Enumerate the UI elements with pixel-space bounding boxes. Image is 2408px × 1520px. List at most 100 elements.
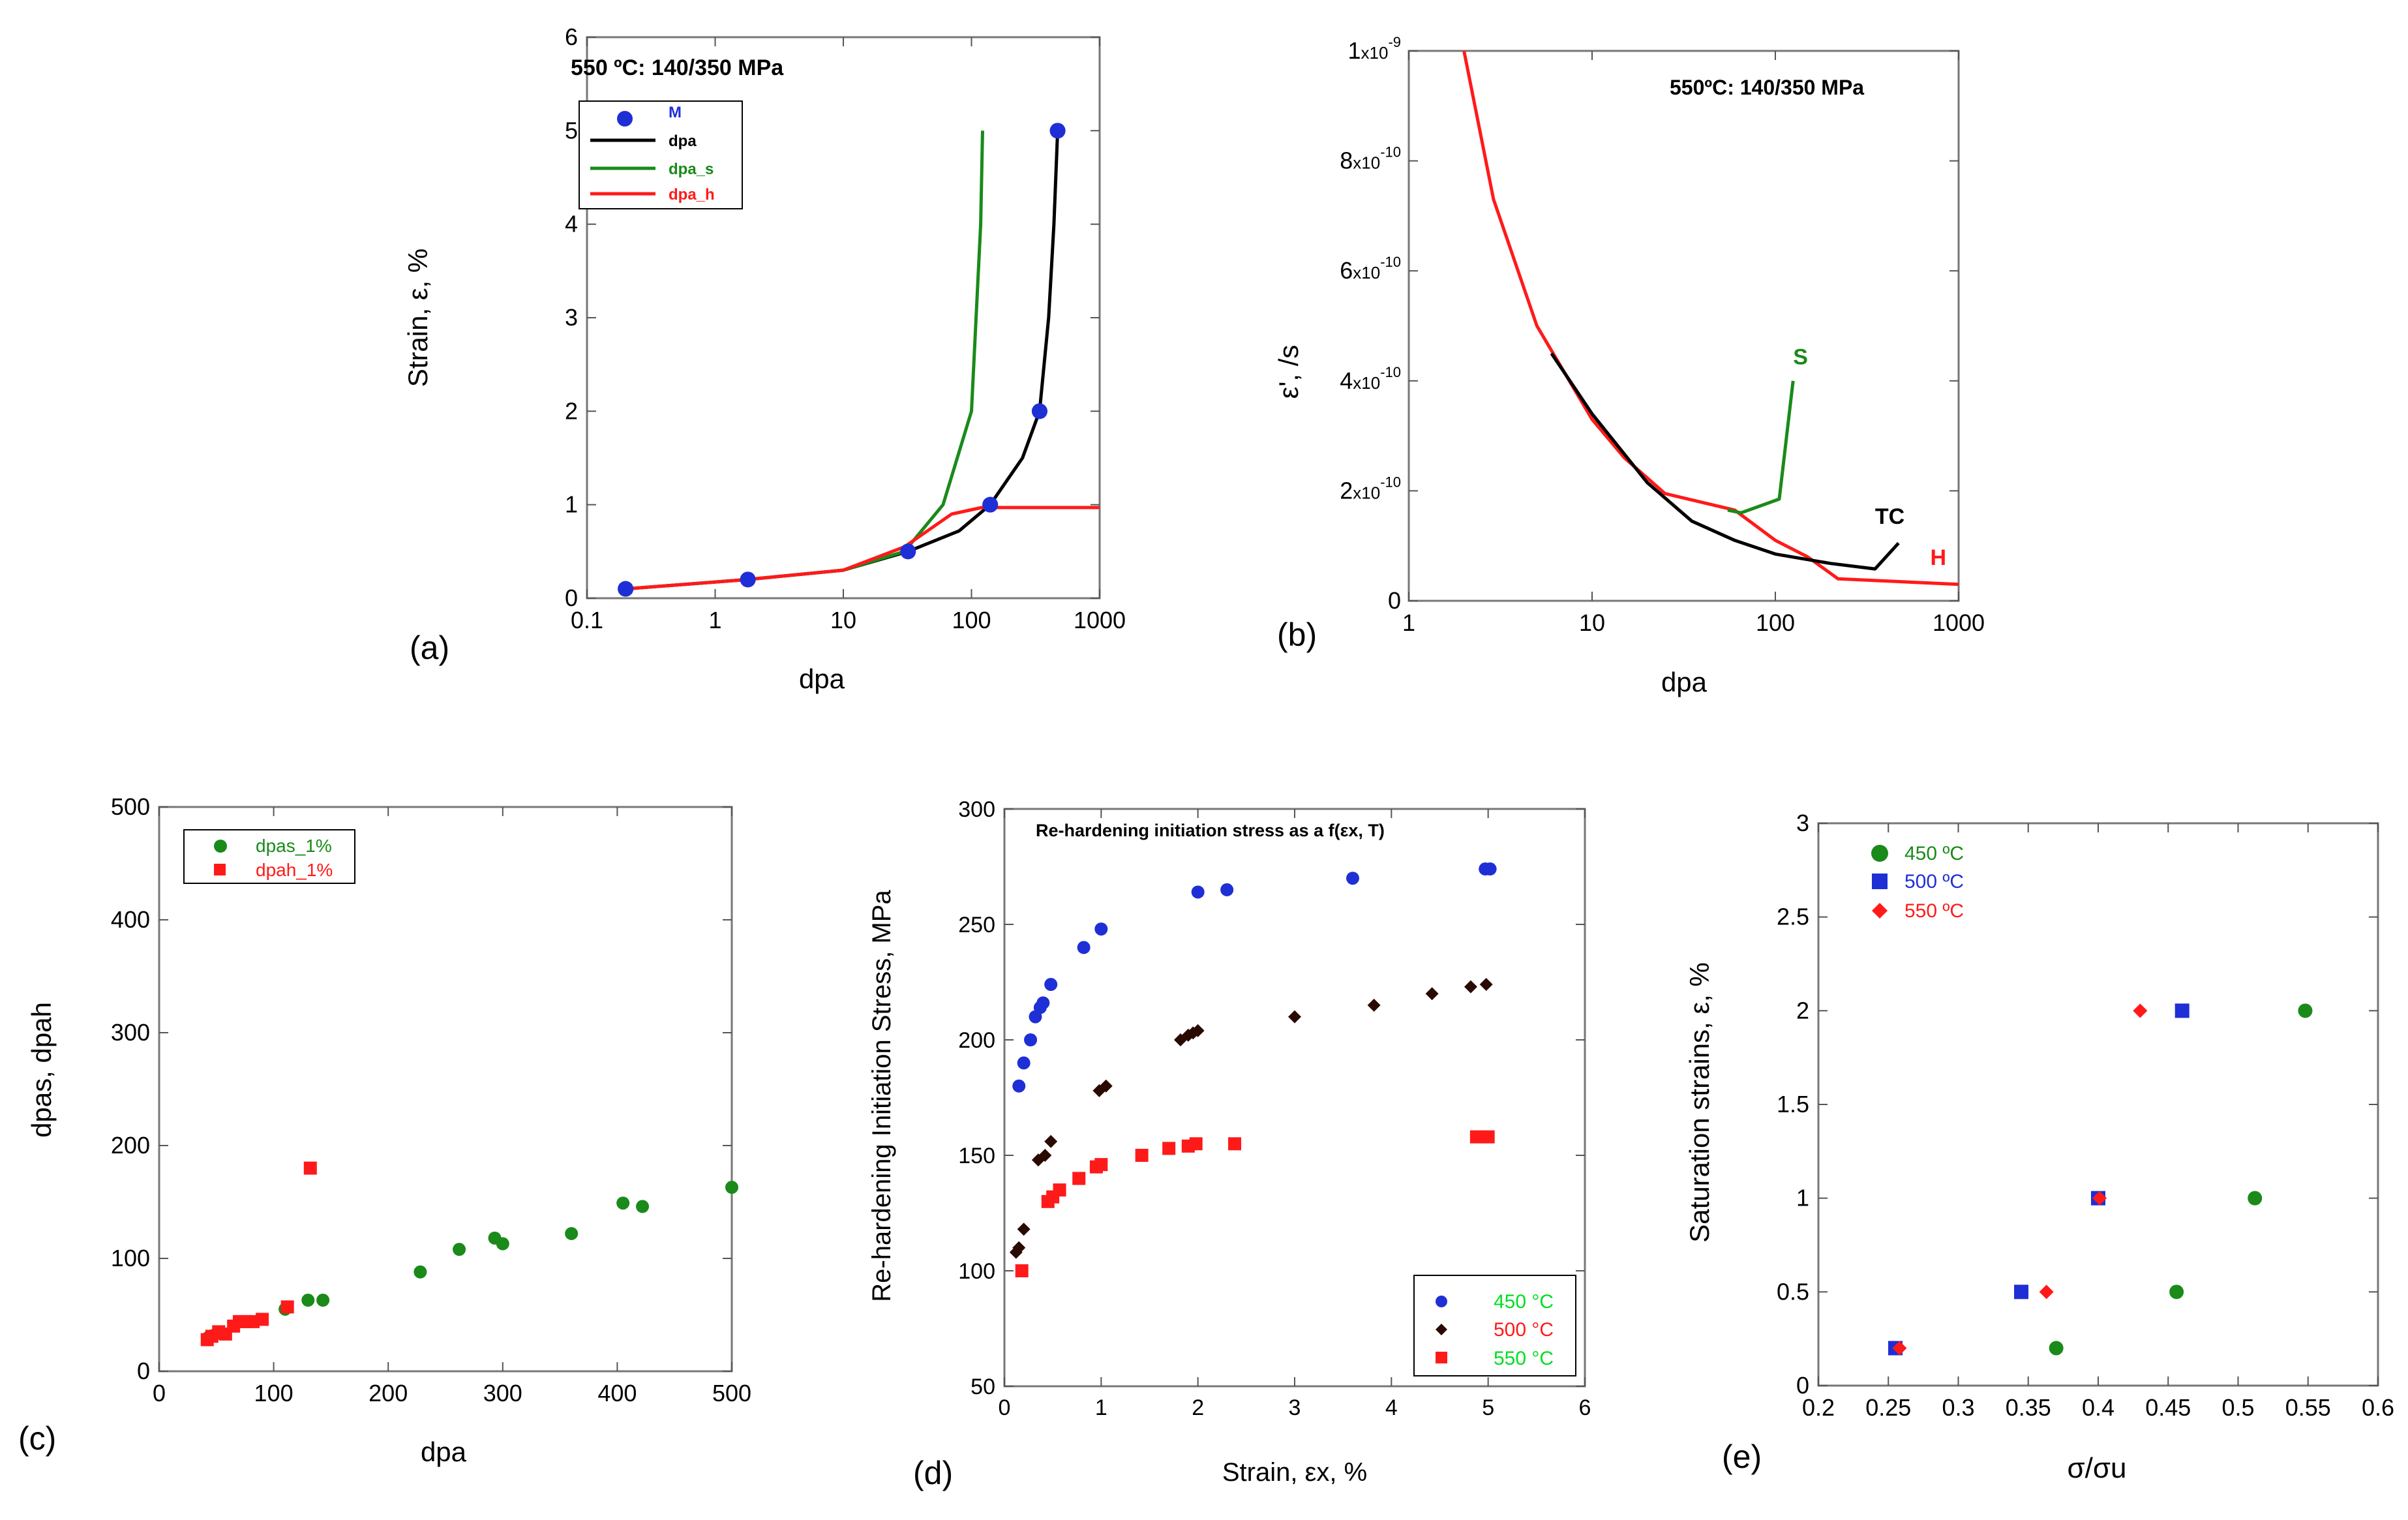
- data-point-d: [1189, 1137, 1203, 1151]
- data-point-d: [1135, 1149, 1149, 1162]
- data-point-a-m: [982, 496, 999, 513]
- y-tick-label-e: 2.5: [1777, 904, 1809, 930]
- panel-label-a: (a): [410, 630, 449, 666]
- axes-c: 0 100 200 300 400 500 0 100 200 300 400 500: [111, 793, 751, 1406]
- chart-title-d: Re-hardening initiation stress as a f(εx…: [1036, 821, 1385, 840]
- data-point-d: [1099, 1079, 1113, 1093]
- x-tick-label-a: 0.1: [571, 607, 603, 633]
- y-tick-label-d: 100: [958, 1259, 995, 1284]
- marks-e: [1888, 1003, 2313, 1356]
- legend-marker-dpah: [214, 864, 226, 875]
- x-tick-label-b: 100: [1756, 609, 1795, 636]
- x-axis-label-d: Strain, εx, %: [1222, 1458, 1367, 1487]
- x-tick-label-c: 500: [712, 1380, 751, 1406]
- data-point-c: [565, 1226, 579, 1240]
- y-tick-label-a: 5: [565, 117, 578, 144]
- data-point-e: [2169, 1284, 2184, 1300]
- y-tick-label-e: 2: [1796, 997, 1809, 1024]
- legend-label-dpas: dpas_1%: [256, 836, 332, 856]
- y-tick-label-b: 1x10-9: [1347, 34, 1401, 64]
- marks-c: [200, 1161, 738, 1346]
- series-line-b-tc: [1550, 352, 1900, 571]
- data-point-c: [316, 1294, 330, 1307]
- series-line-a-dpa-h: [625, 506, 1100, 591]
- marks-b: [1462, 50, 1959, 586]
- series-line-b-s: [1727, 380, 1795, 515]
- y-tick-label-c: 400: [111, 906, 150, 933]
- data-point-d: [1072, 1172, 1086, 1185]
- data-point-c: [256, 1313, 269, 1326]
- legend-marker-500: [1436, 1324, 1447, 1335]
- legend-label-e-550: 550 ºC: [1904, 900, 1964, 922]
- x-tick-label-c: 400: [597, 1380, 637, 1406]
- axes-a: 0.1 1 10 100 1000 0 1 2 3 4 5 6: [565, 23, 1126, 633]
- y-tick-label-c: 500: [111, 793, 150, 820]
- x-tick-label-d: 4: [1385, 1395, 1398, 1420]
- y-tick-label-d: 150: [958, 1144, 995, 1168]
- x-tick-label-a: 1: [708, 607, 721, 633]
- data-point-e: [2039, 1284, 2054, 1300]
- x-tick-label-e: 0.45: [2145, 1394, 2191, 1421]
- data-point-d: [1077, 941, 1091, 954]
- x-tick-label-c: 100: [254, 1380, 293, 1406]
- x-tick-label-a: 1000: [1074, 607, 1126, 633]
- y-axis-label-e: Saturation strains, ε, %: [1684, 962, 1715, 1243]
- data-point-d: [1191, 1024, 1205, 1037]
- data-point-e: [2298, 1003, 2313, 1018]
- legend-label-dpa: dpa: [669, 132, 697, 150]
- data-point-d: [1367, 998, 1381, 1012]
- x-tick-label-a: 100: [952, 607, 991, 633]
- y-tick-label-a: 0: [565, 585, 578, 611]
- plot-frame-b: [1407, 50, 1960, 602]
- y-tick-label-e: 1: [1796, 1185, 1809, 1211]
- x-axis-label-c: dpa: [421, 1436, 467, 1467]
- y-tick-label-d: 300: [958, 797, 995, 822]
- data-point-d: [1024, 1033, 1038, 1046]
- legend-marker-m: [617, 111, 633, 127]
- data-point-d: [1015, 1264, 1029, 1277]
- marks-d: [1009, 862, 1497, 1277]
- y-tick-label-b: 6x10-10: [1340, 254, 1401, 284]
- x-tick-label-c: 200: [369, 1380, 408, 1406]
- data-point-e: [2092, 1191, 2107, 1206]
- y-tick-label-b: 2x10-10: [1340, 474, 1401, 504]
- data-point-e: [2248, 1191, 2263, 1206]
- data-point-c: [636, 1200, 650, 1213]
- y-tick-label-c: 100: [111, 1245, 150, 1271]
- x-axis-label-a: dpa: [799, 663, 845, 694]
- x-tick-label-a: 10: [830, 607, 856, 633]
- x-tick-label-d: 6: [1579, 1395, 1591, 1420]
- data-point-a-m: [740, 571, 756, 588]
- plot-frame-c: [158, 806, 733, 1373]
- x-tick-label-d: 5: [1482, 1395, 1494, 1420]
- data-point-d: [1094, 922, 1108, 936]
- data-point-d: [1220, 883, 1234, 896]
- y-tick-label-a: 1: [565, 491, 578, 518]
- x-tick-label-c: 0: [153, 1380, 166, 1406]
- legend-label-m: M: [669, 104, 682, 121]
- y-axis-label-c: dpas, dpah: [26, 1002, 57, 1138]
- legend-e: 450 ºC 500 ºC 550 ºC: [1871, 843, 1964, 922]
- y-tick-label-d: 50: [971, 1375, 995, 1399]
- data-point-d: [1012, 1079, 1026, 1093]
- y-tick-label-c: 300: [111, 1019, 150, 1046]
- chart-panel-a: 0.1 1 10 100 1000 0 1 2 3 4 5 6 550 ºC: 140/350 MPa…: [402, 23, 1126, 694]
- y-tick-label-e: 3: [1796, 810, 1809, 836]
- x-tick-label-b: 10: [1579, 609, 1605, 636]
- annotation-label-b: S: [1793, 345, 1808, 370]
- legend-box-a: [579, 100, 743, 209]
- y-tick-label-b: 8x10-10: [1340, 144, 1401, 174]
- data-point-d: [1469, 1130, 1483, 1144]
- axes-b: 1 10 100 1000 0 2x10-10 4x10-10 6x10-10 8x10-10 1…: [1340, 34, 1985, 636]
- x-tick-label-d: 3: [1289, 1395, 1301, 1420]
- legend-label-e-500: 500 ºC: [1904, 871, 1964, 892]
- data-point-d: [1464, 980, 1477, 994]
- legend-a: M dpa dpa_s dpa_h: [579, 100, 743, 209]
- data-point-e: [1892, 1341, 1907, 1356]
- y-axis-label-a: Strain, ε, %: [402, 249, 433, 387]
- legend-label-e-450: 450 ºC: [1904, 843, 1964, 864]
- legend-c: dpas_1% dpah_1%: [183, 829, 355, 884]
- legend-label-dpah: dpah_1%: [256, 860, 333, 880]
- data-point-d: [1053, 1183, 1066, 1197]
- legend-d: 450 °C 500 °C 550 °C: [1413, 1275, 1576, 1376]
